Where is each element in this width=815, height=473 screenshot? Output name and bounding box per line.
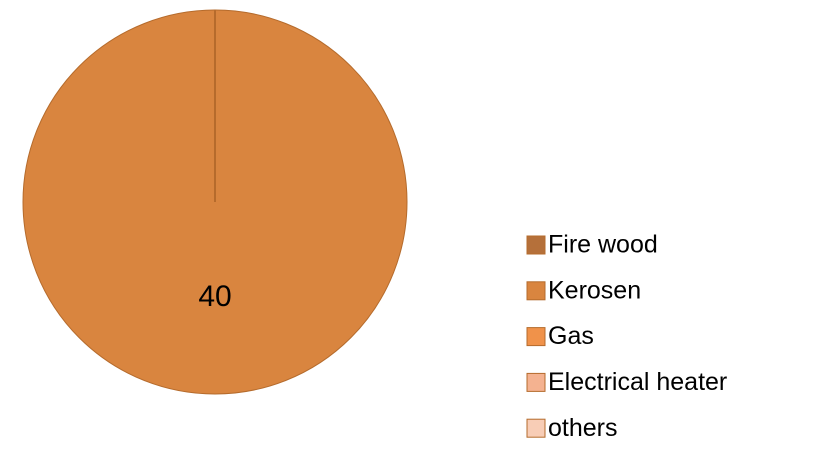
data-label: 40 xyxy=(198,280,231,313)
legend-swatch xyxy=(526,418,546,438)
legend-swatch xyxy=(526,281,546,301)
legend-swatch xyxy=(526,372,546,392)
legend-label: Fire wood xyxy=(548,231,658,259)
legend-swatch xyxy=(526,235,546,255)
legend-label: others xyxy=(548,414,617,442)
legend-label: Electrical heater xyxy=(548,368,727,396)
legend-swatch xyxy=(526,327,546,347)
legend-label: Kerosen xyxy=(548,276,641,304)
legend-label: Gas xyxy=(548,322,594,350)
